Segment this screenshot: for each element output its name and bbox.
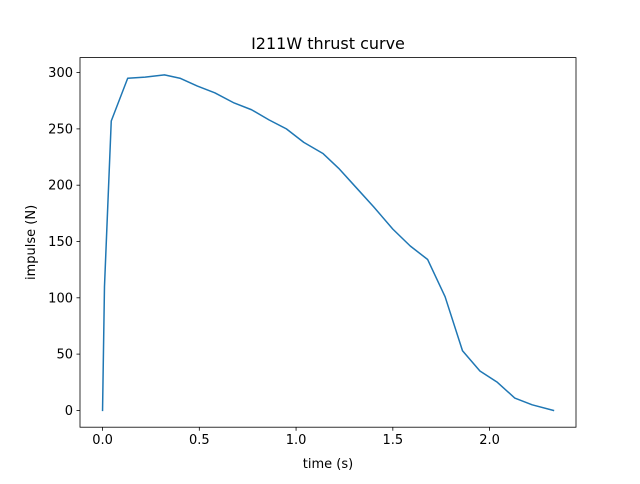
chart-title: I211W thrust curve bbox=[251, 34, 405, 53]
y-tick-label: 250 bbox=[48, 122, 73, 137]
y-tick-label: 150 bbox=[48, 235, 73, 250]
y-tick-label: 50 bbox=[56, 348, 73, 363]
x-tick-label: 1.5 bbox=[382, 433, 403, 448]
x-tick-label: 0.5 bbox=[189, 433, 210, 448]
x-axis-label: time (s) bbox=[303, 457, 353, 472]
y-tick-label: 100 bbox=[48, 291, 73, 306]
y-tick-label: 300 bbox=[48, 66, 73, 81]
y-tick-label: 0 bbox=[65, 404, 73, 419]
y-axis-label: impulse (N) bbox=[24, 205, 39, 280]
x-tick-label: 0.0 bbox=[92, 433, 113, 448]
x-tick-label: 1.0 bbox=[286, 433, 307, 448]
x-tick-label: 2.0 bbox=[479, 433, 500, 448]
y-tick-label: 200 bbox=[48, 179, 73, 194]
